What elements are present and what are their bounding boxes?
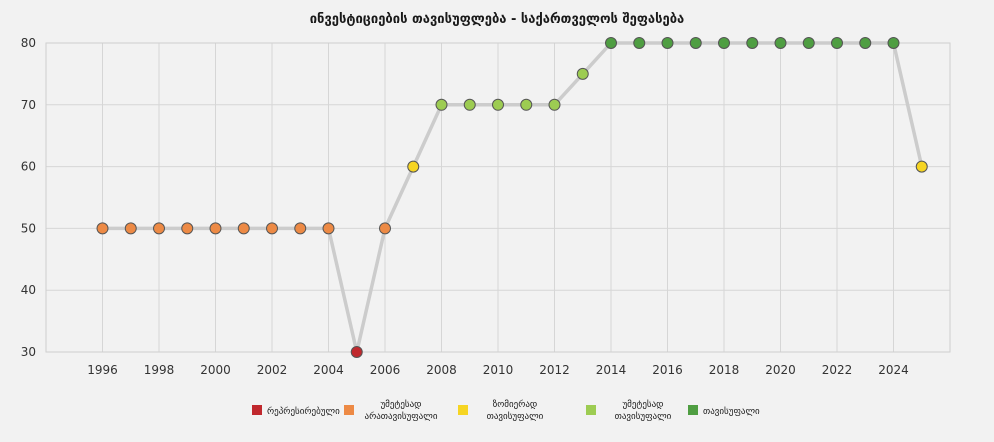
data-point <box>435 98 448 111</box>
y-tick-label: 80 <box>21 36 36 50</box>
data-point <box>661 37 674 49</box>
data-point <box>520 98 533 111</box>
data-point <box>266 222 278 235</box>
chart-title: ინვესტიციების თავისუფლება - საქართველოს … <box>309 12 685 27</box>
x-tick-label: 1998 <box>144 363 175 377</box>
data-point <box>322 222 335 235</box>
x-tick-label: 2014 <box>596 363 627 377</box>
data-point <box>689 37 702 49</box>
data-point <box>379 222 391 235</box>
y-tick-label: 40 <box>21 283 36 297</box>
x-tick-label: 2020 <box>765 363 796 377</box>
x-tick-label: 2018 <box>709 363 740 377</box>
data-point <box>802 37 815 49</box>
legend-label: უმეტესად <box>380 399 421 410</box>
data-point <box>859 37 872 49</box>
x-tick-label: 2022 <box>822 363 853 377</box>
x-tick-label: 2010 <box>483 363 514 377</box>
plot-frame <box>45 42 951 353</box>
data-point <box>831 37 843 49</box>
data-point <box>576 67 589 80</box>
data-point <box>605 37 617 49</box>
y-tick-label: 30 <box>21 345 36 359</box>
x-tick-label: 2000 <box>200 363 231 377</box>
data-point <box>718 37 730 49</box>
data-point <box>463 98 476 111</box>
legend-swatch <box>252 405 262 415</box>
legend-label: თავისუფალი <box>703 406 760 417</box>
data-point <box>633 37 646 49</box>
legend-label: ზომიერად <box>493 399 538 410</box>
data-point <box>746 37 759 49</box>
data-point <box>887 37 900 49</box>
y-tick-label: 60 <box>21 160 36 174</box>
data-point <box>153 222 165 235</box>
data-point <box>492 98 504 111</box>
x-tick-label: 2012 <box>539 363 570 377</box>
y-tick-label: 50 <box>21 221 36 235</box>
x-tick-label: 2004 <box>313 363 344 377</box>
x-tick-label: 2006 <box>370 363 401 377</box>
data-point <box>294 222 307 235</box>
data-point <box>350 346 363 358</box>
x-tick-label: 2008 <box>426 363 457 377</box>
data-point <box>774 37 787 49</box>
legend-swatch <box>458 405 468 415</box>
data-point <box>124 222 137 235</box>
x-tick-label: 2024 <box>878 363 909 377</box>
data-point <box>181 222 194 235</box>
data-point <box>548 98 561 111</box>
legend-label: არათავისუფალი <box>365 411 438 422</box>
x-tick-label: 2016 <box>652 363 683 377</box>
legend-label: თავისუფალი <box>615 411 672 422</box>
legend-swatch <box>344 405 354 415</box>
legend-label: უმეტესად <box>622 399 663 410</box>
data-point <box>96 222 109 235</box>
legend-label: თავისუფალი <box>487 411 544 422</box>
legend-swatch <box>586 405 596 415</box>
series-line <box>102 41 924 354</box>
data-point <box>407 160 420 173</box>
y-tick-label: 70 <box>21 98 36 112</box>
data-point <box>237 222 250 235</box>
x-tick-label: 1996 <box>87 363 118 377</box>
data-point <box>915 160 928 173</box>
x-tick-label: 2002 <box>257 363 288 377</box>
legend-label: რეპრესირებული <box>267 406 340 417</box>
data-point <box>209 222 222 235</box>
legend-swatch <box>688 405 698 415</box>
